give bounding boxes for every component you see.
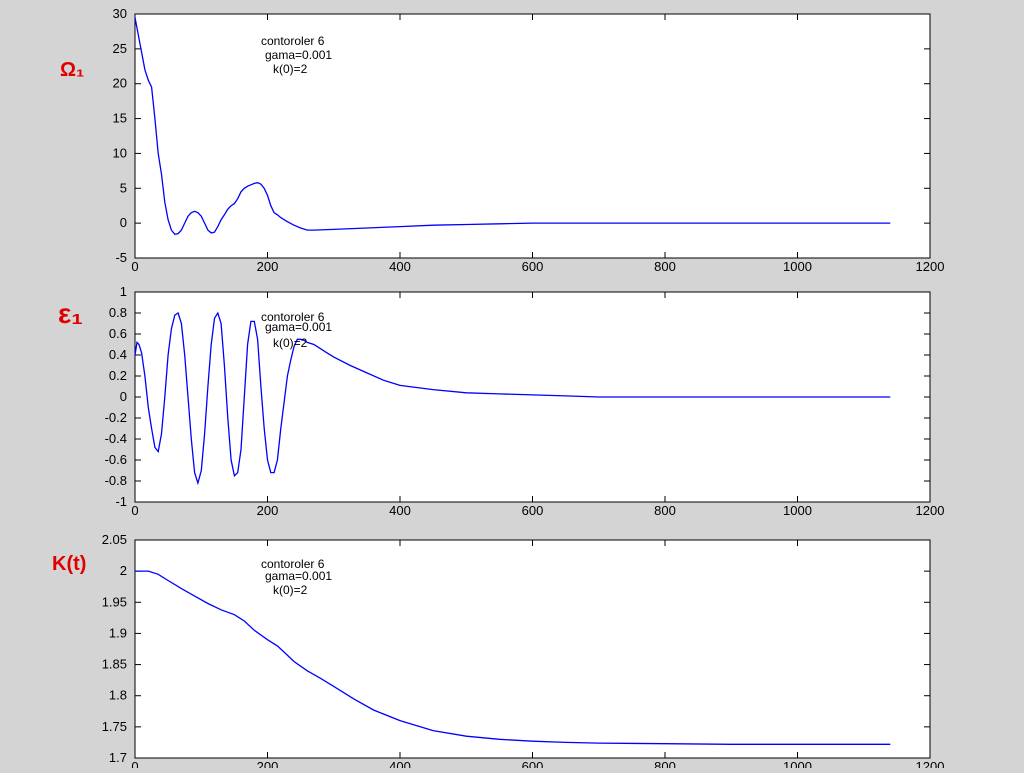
epsilon-ytick-label: 1 [120, 284, 127, 299]
omega-ytick-label: 30 [113, 6, 127, 21]
omega-xtick-label: 0 [131, 259, 138, 274]
omega-ytick-label: 15 [113, 111, 127, 126]
gain-xtick-label: 600 [522, 759, 544, 768]
omega-ytick-label: 20 [113, 76, 127, 91]
epsilon-ytick-label: -0.8 [105, 473, 127, 488]
gain-ytick-label: 1.9 [109, 625, 127, 640]
epsilon-annotation-k0: k(0)=2 [273, 336, 308, 350]
gain-annotation-gamma: gama=0.001 [265, 569, 332, 583]
epsilon-xtick-label: 1000 [783, 503, 812, 518]
gain-xtick-label: 0 [131, 759, 138, 768]
epsilon-ytick-label: -1 [115, 494, 127, 509]
epsilon-ytick-label: -0.4 [105, 431, 127, 446]
gain-ytick-label: 2 [120, 563, 127, 578]
epsilon-ytick-label: 0.4 [109, 347, 127, 362]
omega-xtick-label: 1000 [783, 259, 812, 274]
omega-axes: 0 200 400 600 800 1000 1200 30 25 20 15 10 5 0 -5 [113, 6, 945, 274]
gain-xtick-label: 800 [654, 759, 676, 768]
epsilon-ytick-label: -0.6 [105, 452, 127, 467]
epsilon-ytick-label: 0 [120, 389, 127, 404]
gain-xtick-label: 1000 [783, 759, 812, 768]
gain-xtick-label: 200 [257, 759, 279, 768]
epsilon-xtick-label: 800 [654, 503, 676, 518]
epsilon-ytick-label: 0.8 [109, 305, 127, 320]
gain-annotation-controller: contoroler 6 [261, 557, 325, 571]
omega-annotation-k0: k(0)=2 [273, 62, 308, 76]
omega-xtick-label: 200 [257, 259, 279, 274]
omega-plot-frame [134, 13, 931, 259]
epsilon-xtick-label: 200 [257, 503, 279, 518]
epsilon-ytick-label: -0.2 [105, 410, 127, 425]
omega-ytick-label: 10 [113, 145, 127, 160]
omega-ytick-label: -5 [115, 250, 127, 265]
epsilon-annotation-controller: contoroler 6 [261, 310, 325, 324]
epsilon-xtick-label: 0 [131, 503, 138, 518]
gain-plot-frame [134, 539, 931, 759]
omega-xtick-label: 800 [654, 259, 676, 274]
gain-xtick-label: 1200 [916, 759, 945, 768]
gain-series-line [135, 570, 891, 745]
epsilon-panel: 0 200 400 600 800 1000 1200 1 0.8 0.6 0.4 0.2 0 -0.2 -… [58, 284, 944, 518]
epsilon-xtick-label: 400 [389, 503, 411, 518]
gain-ytick-label: 2.05 [102, 532, 127, 547]
gain-panel: 0 200 400 600 800 1000 1200 2.05 2 1.95 1.9 1.85 1.8… [52, 532, 945, 773]
epsilon-series-line [134, 311, 891, 486]
epsilon-ytick-label: 0.2 [109, 368, 127, 383]
epsilon-ytick-label: 0.6 [109, 326, 127, 341]
omega-ytick-label: 0 [120, 215, 127, 230]
omega-series-line [134, 17, 891, 236]
omega-panel: 0 200 400 600 800 1000 1200 30 25 20 15 10 5 0 -5 cont… [60, 6, 944, 274]
omega-annotation-gamma: gama=0.001 [265, 48, 332, 62]
epsilon-annotation-gamma: gama=0.001 [265, 320, 332, 334]
omega-xtick-label: 400 [389, 259, 411, 274]
epsilon-side-label: ε₁ [58, 298, 83, 329]
gain-ytick-label: 1.7 [109, 750, 127, 765]
epsilon-xtick-label: 1200 [916, 503, 945, 518]
epsilon-xtick-label: 600 [522, 503, 544, 518]
gain-annotation-k0: k(0)=2 [273, 583, 308, 597]
omega-side-label: Ω₁ [60, 59, 84, 81]
gain-ytick-label: 1.85 [102, 657, 127, 672]
gain-ytick-label: 1.8 [109, 688, 127, 703]
omega-ytick-label: 25 [113, 41, 127, 56]
omega-xtick-label: 1200 [916, 259, 945, 274]
gain-xtick-label: 400 [389, 759, 411, 768]
gain-side-label: K(t) [52, 553, 86, 575]
omega-xtick-label: 600 [522, 259, 544, 274]
omega-annotation-controller: contoroler 6 [261, 34, 325, 48]
omega-ytick-label: 5 [120, 180, 127, 195]
gain-ytick-label: 1.95 [102, 594, 127, 609]
gain-ytick-label: 1.75 [102, 719, 127, 734]
epsilon-axes: 0 200 400 600 800 1000 1200 1 0.8 0.6 0.4 0.2 0 -0.2 -… [105, 284, 945, 518]
